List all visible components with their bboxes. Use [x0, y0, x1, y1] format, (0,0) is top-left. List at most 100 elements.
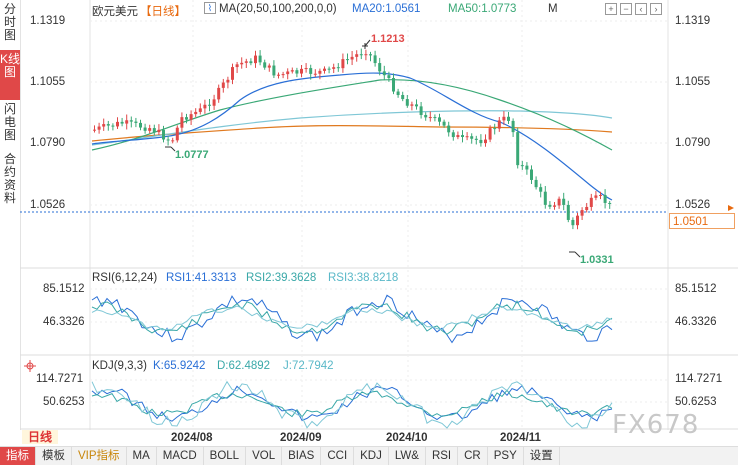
toolbar-cr[interactable]: CR [458, 447, 488, 465]
candle-body [102, 124, 106, 127]
candle-body [143, 127, 147, 131]
candle-body [424, 114, 428, 118]
candle-body [313, 73, 317, 75]
ma50-line [91, 79, 613, 151]
toolbar-vol[interactable]: VOL [246, 447, 283, 465]
toolbar-bias[interactable]: BIAS [282, 447, 322, 465]
toolbar-settings[interactable]: 设置 [524, 447, 560, 465]
candle-body [346, 59, 349, 61]
candle-body [171, 140, 175, 142]
toolbar-lwr[interactable]: LW& [389, 447, 426, 465]
candle-body [387, 75, 391, 79]
period-label[interactable]: 【日线】 [140, 6, 186, 18]
candle-body [120, 121, 124, 124]
candle-body [332, 67, 336, 69]
price-label-right-3: 1.0790 [675, 137, 711, 149]
price-label-left-1: 1.1319 [30, 15, 66, 27]
toolbar-cci[interactable]: CCI [321, 447, 355, 465]
candle-body [152, 128, 156, 133]
date-label-oct: 2024/10 [386, 432, 428, 444]
candle-body [461, 135, 464, 138]
symbol-name: 欧元美元 [92, 6, 138, 18]
tab-contract-info[interactable]: 合约资料 [3, 152, 16, 205]
rsi3-value: RSI3:38.8218 [328, 272, 399, 284]
candle-body [355, 54, 359, 57]
kdj-k-value: K:65.9242 [153, 360, 206, 372]
ma-params[interactable]: MA(20,50,100,200,0,0) [219, 3, 337, 15]
candle-body [447, 125, 451, 133]
candle-body [249, 61, 253, 64]
candle-body [254, 55, 257, 64]
kdj-settings-icon[interactable] [24, 360, 36, 372]
toolbar-template[interactable]: 模板 [36, 447, 72, 465]
candle-body [189, 114, 193, 120]
toolbar-psy[interactable]: PSY [488, 447, 524, 465]
candle-body [438, 117, 441, 122]
toolbar-rsi[interactable]: RSI [426, 447, 459, 465]
tab-time-chart[interactable]: 分时图 [3, 2, 16, 42]
candle-body [208, 104, 211, 106]
candle-body [327, 68, 331, 70]
kdj-d-line [91, 389, 613, 418]
tab-lightning-chart[interactable]: 闪电图 [3, 102, 16, 142]
zoom-out-icon[interactable]: − [620, 3, 632, 15]
candle-body [304, 68, 308, 70]
kdj-label-right-1: 114.7271 [675, 373, 723, 385]
ma50-value: MA50:1.0773 [448, 3, 517, 15]
candle-body [212, 99, 216, 106]
toolbar-macd[interactable]: MACD [157, 447, 204, 465]
candle-body [553, 205, 556, 207]
price-label-right-4: 1.0526 [675, 199, 711, 211]
candle-body [323, 68, 326, 71]
candle-body [106, 124, 110, 126]
add-icon[interactable]: + [605, 3, 617, 15]
low-label: 1.0331 [580, 254, 614, 266]
candle-body [226, 79, 230, 83]
candle-body [484, 139, 487, 144]
candle-body [594, 195, 598, 198]
candle-body [410, 104, 414, 106]
candle-body [456, 135, 460, 138]
candle-body [534, 179, 538, 188]
chevron-right-icon[interactable]: › [650, 3, 662, 15]
rsi1-value: RSI1:41.3313 [166, 272, 237, 284]
candle-body [373, 55, 377, 64]
period-button[interactable]: 日线 [22, 430, 59, 444]
candle-body [382, 71, 386, 76]
rsi3-line [91, 305, 613, 331]
kdj-title[interactable]: KDJ(9,3,3) [92, 360, 147, 372]
candle-body [97, 126, 101, 130]
candle-body [511, 120, 515, 133]
watermark-logo: FX678 [612, 410, 700, 440]
rsi-title[interactable]: RSI(6,12,24) [92, 272, 158, 284]
toolbar-indicators[interactable]: 指标 [0, 447, 36, 465]
candle-body [516, 132, 520, 166]
candle-body [419, 106, 423, 115]
candle-body [470, 136, 474, 139]
ma-chart-icon[interactable]: ⌇ [204, 2, 216, 14]
candle-body [502, 116, 506, 121]
candle-body [585, 206, 589, 211]
toolbar-kdj[interactable]: KDJ [354, 447, 389, 465]
chart-canvas[interactable]: 1.1213 1.0331 1.0777 [0, 0, 738, 446]
price-arrow-icon [728, 205, 734, 211]
candle-body [93, 129, 96, 131]
candle-body [525, 165, 529, 170]
candle-body [543, 191, 547, 205]
toolbar-vip[interactable]: VIP指标 [72, 447, 127, 465]
candle-body [258, 55, 262, 63]
tab-k-chart[interactable]: K线图 [0, 50, 20, 100]
chevron-left-icon[interactable]: ‹ [635, 3, 647, 15]
ma100-line [91, 110, 613, 146]
candle-body [148, 128, 152, 131]
toolbar-ma[interactable]: MA [127, 447, 157, 465]
mid-low-label: 1.0777 [175, 149, 209, 161]
sidebar: 分时图 K线图 闪电图 合约资料 [0, 0, 21, 430]
candle-body [364, 54, 368, 56]
candle-body [318, 70, 322, 74]
candle-body [231, 67, 234, 80]
kdj-label-right-2: 50.6253 [675, 396, 717, 408]
candle-body [295, 70, 299, 74]
toolbar-boll[interactable]: BOLL [204, 447, 247, 465]
rsi2-value: RSI2:39.3628 [246, 272, 317, 284]
